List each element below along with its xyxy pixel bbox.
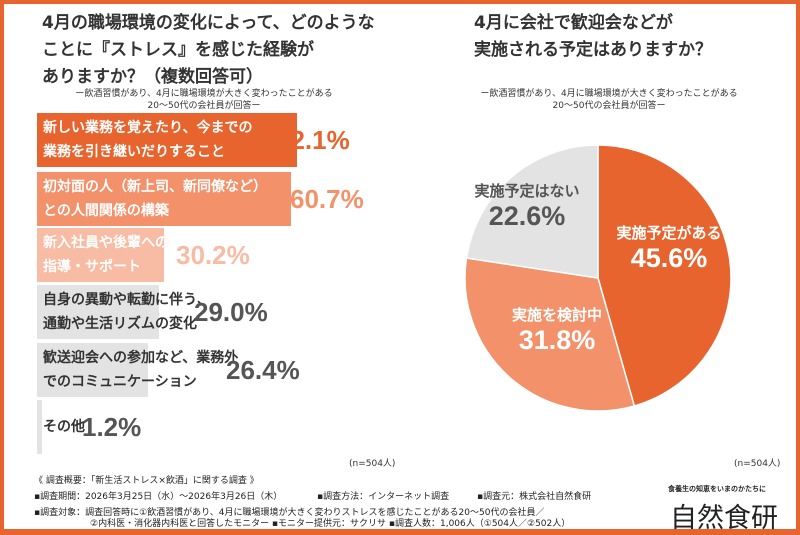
pie-chart-title: 4月に会社で歓迎会などが 実施される予定はありますか？ (474, 10, 712, 64)
bar (37, 228, 164, 282)
pie-slice (597, 144, 732, 407)
label-line: でのコミュニケーション (43, 374, 197, 390)
subtitle-line: ー飲酒習慣があり、4月に職場環境が大きく変わったことがある (480, 89, 738, 99)
bar (37, 285, 159, 339)
label-line: 新しい業務を覚えたり、今までの (43, 120, 253, 136)
label-line: との人間関係の構築 (43, 203, 169, 219)
title-line: 4月の職場環境の変化によって、どのような (42, 13, 375, 33)
bar-chart-subtitle: ー飲酒習慣があり、4月に職場環境が大きく変わったことがある 20〜50代の会社員… (44, 88, 364, 112)
logo: 自然食研 (670, 503, 778, 534)
pie-chart (464, 144, 732, 412)
label-line: 指導・サポート (43, 259, 141, 275)
bar-value-label: 62.1% (276, 125, 350, 155)
subtitle-line: ー飲酒習慣があり、4月に職場環境が大きく変わったことがある (75, 89, 333, 99)
bar-value-label: 26.4% (226, 355, 300, 385)
label-line: 歓送迎会への参加など、業務外 (43, 350, 239, 366)
bar-value-label: 30.2% (176, 240, 250, 270)
slice-value: 45.6% (630, 243, 708, 273)
bar (37, 113, 298, 167)
logo-tagline: 食養生の知恵をいまのかたちに (668, 485, 766, 493)
title-line: 実施される予定はありますか？ (474, 40, 712, 60)
slice-value: 31.8% (518, 325, 596, 355)
pie-slice (465, 144, 599, 279)
survey-target-2: ②内科医・消化器内科医と回答したモニター ▪モニター提供元：サクリサ ▪調査人数… (90, 519, 571, 529)
subtitle-line: 20〜50代の会社員が回答ー (552, 101, 666, 111)
survey-method: ▪調査方法：インターネット調査 (317, 492, 450, 502)
title-line: ことに『ストレス』を感じた経験が (42, 40, 314, 60)
bar-category-label: 新入社員や後輩への 指導・サポート (43, 231, 169, 279)
pie-slice-label: 実施を検討中 31.8% (492, 304, 622, 356)
label-line: 通勤や生活リズムの変化 (43, 316, 197, 332)
slice-category: 実施予定はない (474, 182, 580, 200)
slice-category: 実施を検討中 (511, 306, 602, 324)
bar-category-label: その他 (43, 415, 85, 439)
label-line: 業務を引き継いだりすること (43, 144, 225, 160)
pie-slice-label: 実施予定がある 45.6% (604, 222, 734, 274)
bar (37, 343, 148, 397)
bar-category-label: 初対面の人（新上司、新同僚など） との人間関係の構築 (43, 175, 267, 223)
survey-heading: 《 調査概要：「新生活ストレス×飲酒」に関する調査 》 (34, 476, 259, 486)
slice-value: 22.6% (488, 201, 566, 231)
title-line: 4月に会社で歓迎会などが (474, 13, 673, 33)
survey-period: ▪調査期間：2026年3月25日（水）〜2026年3月26日（木） (34, 492, 283, 502)
bar-value-label: 1.2% (82, 412, 142, 442)
subtitle-line: 20〜50代の会社員が回答ー (147, 101, 261, 111)
pie-n-label: (n=504人) (734, 459, 781, 469)
survey-source: ▪調査元：株式会社自然食研 (477, 492, 592, 502)
bar (37, 400, 43, 454)
pie-slice-label: 実施予定はない 22.6% (462, 180, 592, 232)
bar-category-label: 新しい業務を覚えたり、今までの 業務を引き継いだりすること (43, 116, 252, 164)
bar-value-label: 60.7% (290, 184, 364, 214)
bar (37, 172, 292, 226)
bar-category-label: 自身の異動や転勤に伴う、 通勤や生活リズムの変化 (43, 288, 211, 336)
label-line: 初対面の人（新上司、新同僚など） (43, 179, 267, 195)
pie-chart-subtitle: ー飲酒習慣があり、4月に職場環境が大きく変わったことがある 20〜50代の会社員… (449, 88, 769, 112)
title-line: ありますか？（複数回答可） (42, 67, 263, 87)
bar-value-label: 29.0% (194, 297, 268, 327)
bar-n-label: (n=504人) (349, 459, 396, 469)
bar-chart-title: 4月の職場環境の変化によって、どのような ことに『ストレス』を感じた経験が あり… (42, 10, 375, 91)
survey-target: ▪調査対象：調査回答時に①飲酒習慣があり、4月に職場環境が大きく変わりストレスを… (34, 508, 545, 518)
pie-slice (464, 257, 636, 412)
infographic: 4月の職場環境の変化によって、どのような ことに『ストレス』を感じた経験が あり… (4, 4, 796, 534)
slice-category: 実施予定がある (616, 224, 722, 242)
label-line: 自身の異動や転勤に伴う、 (43, 292, 211, 308)
label-line: その他 (43, 419, 85, 435)
label-line: 新入社員や後輩への (43, 235, 169, 251)
bar-category-label: 歓送迎会への参加など、業務外 でのコミュニケーション (43, 346, 238, 394)
